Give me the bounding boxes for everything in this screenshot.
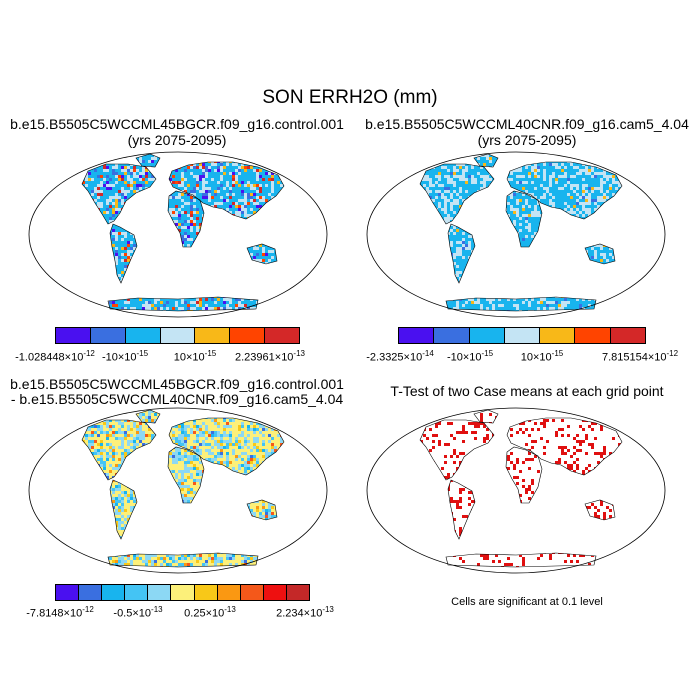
coastline <box>506 417 623 476</box>
colorbar-swatch <box>610 328 645 343</box>
colorbar-case1-label-0: -1.028448×10-12 <box>15 349 95 364</box>
main-title: SON ERRH2O (mm) <box>262 87 438 108</box>
colorbar-swatch <box>540 328 576 343</box>
colorbar-swatch <box>171 585 195 600</box>
colorbar-swatch <box>125 585 149 600</box>
colorbar-diff-label-3: 2.234×10-13 <box>276 605 334 620</box>
coastline <box>246 243 278 265</box>
colorbar-case1-label-1: -10×10-15 <box>101 349 149 364</box>
coastline <box>81 419 157 481</box>
panel-diff-subtitle: - b.e15.B5505C5WCCML40CNR.f09_g16.cam5_4… <box>10 391 344 407</box>
colorbar-swatch <box>399 328 435 343</box>
coastline <box>473 409 499 424</box>
panel-ttest-title: T-Test of two Case means at each grid po… <box>390 383 664 399</box>
colorbar-swatch <box>125 328 161 343</box>
coastline <box>447 223 476 284</box>
significance-note: Cells are significant at 0.1 level <box>451 596 603 608</box>
map-difference <box>28 407 328 574</box>
colorbar-swatch <box>195 328 231 343</box>
colorbar-case1-label-3: 2.23961×10-13 <box>235 349 305 364</box>
coastline <box>584 499 616 521</box>
colorbar-diff-label-1: -0.5×10-13 <box>113 605 163 620</box>
coastline <box>107 296 259 312</box>
colorbar-swatch <box>265 328 300 343</box>
colorbar-case2-label-0: -2.3325×10-14 <box>366 349 434 364</box>
coastline <box>584 243 616 265</box>
colorbar-diff-label-0: -7.8148×10-12 <box>26 605 94 620</box>
coastline <box>135 153 161 168</box>
coastline <box>109 479 138 540</box>
colorbar-diff-label-2: 0.25×10-13 <box>184 605 236 620</box>
map-border <box>366 151 666 318</box>
colorbar-case2 <box>398 327 646 344</box>
colorbar-swatch <box>286 585 310 600</box>
colorbar-case1 <box>55 327 300 344</box>
colorbar-case1-label-2: 10×10-15 <box>173 349 217 364</box>
map-case2 <box>366 151 666 318</box>
colorbar-diff <box>55 584 310 601</box>
map-border <box>366 407 666 574</box>
colorbar-swatch <box>469 328 505 343</box>
colorbar-swatch <box>79 585 103 600</box>
colorbar-case2-label-1: -10×10-15 <box>446 349 494 364</box>
colorbar-swatch <box>160 328 196 343</box>
coastline <box>167 190 205 248</box>
coastline <box>167 446 205 504</box>
colorbar-case2-label-3: 7.815154×10-12 <box>601 349 679 364</box>
panel-case2-title: b.e15.B5505C5WCCML40CNR.f09_g16.cam5_4.0… <box>365 116 689 132</box>
coastline <box>107 552 259 568</box>
map-border <box>28 151 328 318</box>
map-border <box>28 407 328 574</box>
colorbar-swatch <box>56 328 91 343</box>
coastline <box>506 161 623 220</box>
coastline <box>445 296 597 312</box>
coastline <box>109 223 138 284</box>
coastline <box>246 499 278 521</box>
coastline <box>168 161 285 220</box>
colorbar-swatch <box>194 585 218 600</box>
colorbar-swatch <box>230 328 266 343</box>
colorbar-swatch <box>217 585 241 600</box>
colorbar-swatch <box>240 585 264 600</box>
colorbar-swatch <box>263 585 287 600</box>
colorbar-swatch <box>434 328 470 343</box>
coastline <box>419 419 495 481</box>
coastline <box>445 552 597 568</box>
coastline <box>473 153 499 168</box>
coastline <box>419 163 495 225</box>
coastline <box>447 479 476 540</box>
panel-case1-title: b.e15.B5505C5WCCML45BGCR.f09_g16.control… <box>10 116 344 132</box>
coastline <box>135 409 161 424</box>
colorbar-swatch <box>102 585 126 600</box>
colorbar-swatch <box>90 328 126 343</box>
coastline <box>505 190 543 248</box>
colorbar-swatch <box>575 328 611 343</box>
coastline <box>81 163 157 225</box>
panel-diff-title: b.e15.B5505C5WCCML45BGCR.f09_g16.control… <box>10 376 344 392</box>
map-case1 <box>28 151 328 318</box>
panel-case1-years: (yrs 2075-2095) <box>127 132 227 148</box>
colorbar-swatch <box>148 585 172 600</box>
coastline <box>168 417 285 476</box>
coastline <box>505 446 543 504</box>
panel-case2-years: (yrs 2075-2095) <box>477 132 577 148</box>
colorbar-swatch <box>504 328 541 343</box>
colorbar-case2-label-2: 10×10-15 <box>520 349 564 364</box>
colorbar-swatch <box>56 585 80 600</box>
map-ttest <box>366 407 666 574</box>
